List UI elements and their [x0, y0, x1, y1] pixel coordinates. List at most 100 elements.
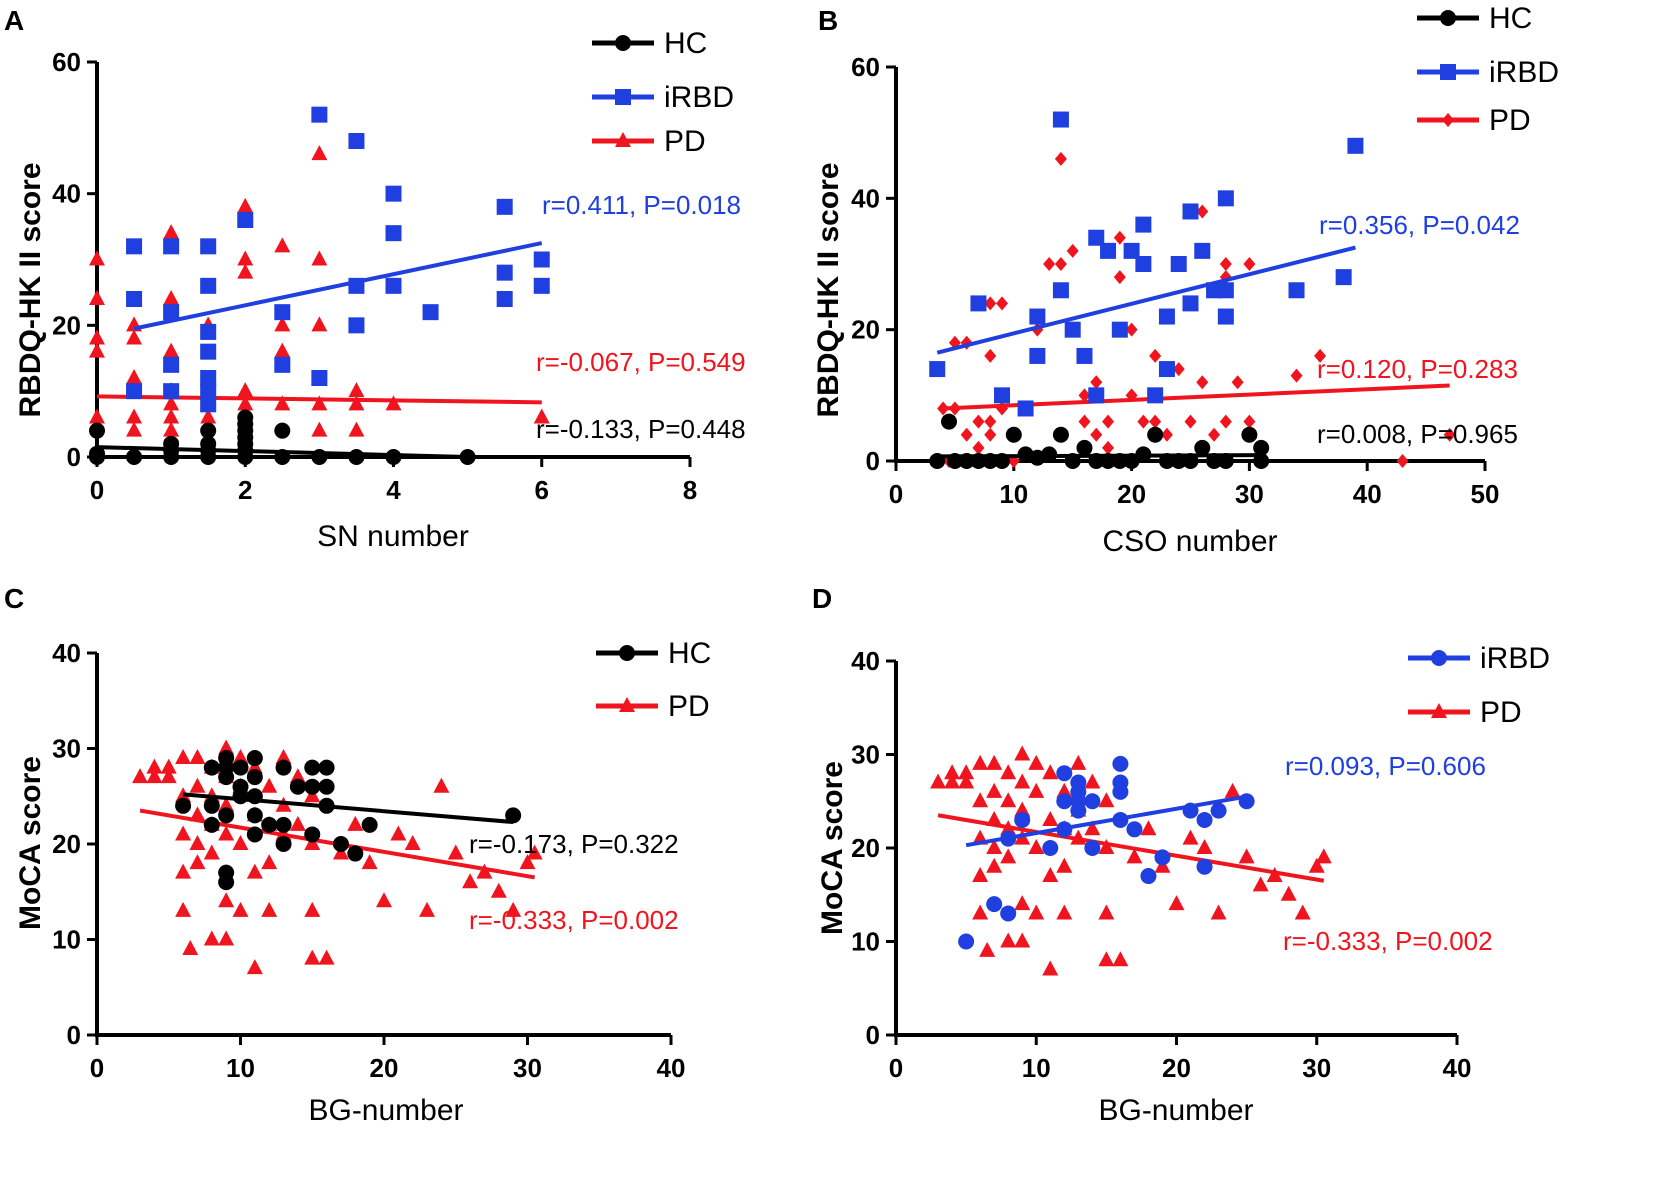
y-tick-label: 40 — [52, 638, 81, 668]
data-point-pd — [505, 901, 522, 917]
legend-label: iRBD — [1489, 56, 1559, 89]
legend-marker — [1442, 113, 1454, 127]
data-point-pd — [462, 873, 479, 889]
data-point-pd — [163, 342, 180, 358]
series-hc — [929, 413, 1270, 469]
data-point-pd — [261, 854, 278, 870]
legend-marker — [1440, 64, 1456, 80]
data-point-irbd — [1052, 111, 1069, 128]
data-point-pd — [419, 901, 436, 917]
data-point-irbd — [1147, 387, 1164, 404]
data-point-hc — [274, 422, 291, 439]
data-point-pd — [960, 427, 973, 442]
stat-annotation: r=-0.067, P=0.549 — [536, 347, 746, 377]
data-point-hc — [1005, 426, 1022, 443]
x-tick-label: 40 — [1353, 479, 1382, 509]
data-point-pd — [1172, 362, 1185, 377]
data-point-pd — [163, 290, 180, 305]
data-point-irbd — [1000, 905, 1017, 922]
data-point-pd — [526, 844, 543, 860]
data-point-irbd — [311, 370, 328, 386]
data-point-pd — [182, 940, 199, 956]
data-point-pd — [996, 296, 1009, 311]
data-point-irbd — [385, 277, 402, 294]
data-point-pd — [163, 408, 180, 424]
y-tick-label: 10 — [851, 927, 880, 957]
data-point-irbd — [1029, 308, 1046, 325]
data-point-irbd — [200, 323, 217, 340]
data-point-pd — [332, 844, 349, 860]
data-point-pd — [1314, 348, 1327, 363]
data-point-pd — [972, 904, 989, 920]
data-point-pd — [189, 777, 206, 793]
x-axis-title: SN number — [317, 520, 469, 553]
data-point-irbd — [1084, 793, 1101, 810]
data-point-pd — [944, 773, 961, 789]
panel-a: A 0 20 40 60 0 2 4 6 8 SN number RBDQ-HK II score HC… — [4, 5, 746, 553]
stat-annotation: r=0.093, P=0.606 — [1285, 751, 1486, 781]
stat-annotation: r=-0.333, P=0.002 — [469, 905, 679, 935]
data-point-pd — [1266, 867, 1283, 883]
series-pd — [89, 145, 550, 437]
data-point-pd — [175, 863, 192, 879]
data-point-pd — [1014, 745, 1031, 761]
x-tick-label: 0 — [90, 1053, 104, 1083]
data-point-irbd — [200, 383, 217, 400]
data-point-pd — [1028, 754, 1045, 770]
data-point-pd — [232, 835, 249, 850]
data-point-hc — [163, 449, 180, 465]
data-point-pd — [433, 777, 450, 793]
panel-letter: C — [4, 583, 24, 614]
data-point-pd — [289, 768, 306, 784]
data-point-pd — [237, 250, 254, 266]
series-irbd — [929, 111, 1364, 417]
panel-letter: A — [4, 5, 24, 36]
data-point-pd — [189, 854, 206, 870]
data-point-pd — [1098, 839, 1115, 854]
data-point-irbd — [1158, 308, 1175, 325]
data-point-irbd — [126, 291, 143, 307]
series-pd — [937, 151, 1456, 468]
legend-marker — [1431, 650, 1447, 666]
data-point-irbd — [1014, 811, 1031, 828]
data-point-pd — [1208, 427, 1221, 442]
data-point-pd — [347, 815, 364, 831]
data-point-pd — [447, 844, 464, 860]
data-point-pd — [519, 854, 536, 870]
data-point-pd — [972, 792, 989, 808]
data-point-pd — [261, 901, 278, 917]
series-pd — [132, 739, 543, 975]
fit-line-irbd — [133, 241, 543, 331]
data-point-pd — [1014, 932, 1031, 948]
data-point-pd — [1090, 427, 1103, 442]
data-point-pd — [361, 854, 378, 870]
legend-label: HC — [664, 27, 707, 60]
data-point-irbd — [496, 264, 513, 281]
x-tick-label: 10 — [226, 1053, 255, 1083]
x-tick-label: 30 — [513, 1053, 542, 1083]
data-point-irbd — [200, 370, 217, 386]
data-point-pd — [1126, 848, 1143, 864]
data-point-pd — [1014, 895, 1031, 911]
data-point-irbd — [163, 238, 180, 255]
panel-d: D 0 10 20 30 40 0 10 20 30 40 BG-number MoCA score iR… — [812, 583, 1550, 1127]
data-point-irbd — [1182, 203, 1199, 220]
data-point-pd — [126, 421, 143, 437]
y-axis-title: MoCA score — [816, 761, 849, 935]
data-point-pd — [261, 777, 278, 793]
x-tick-label: 0 — [90, 475, 104, 505]
data-point-pd — [1149, 348, 1162, 363]
data-point-pd — [1054, 257, 1067, 271]
data-point-irbd — [986, 896, 1003, 913]
data-point-pd — [1098, 792, 1115, 808]
data-point-irbd — [1210, 802, 1227, 819]
data-point-pd — [1070, 754, 1087, 770]
panel-letter: D — [812, 583, 832, 614]
data-point-irbd — [163, 383, 180, 400]
x-tick-label: 30 — [1235, 479, 1264, 509]
data-point-pd — [146, 758, 163, 774]
data-point-pd — [1149, 414, 1162, 429]
data-point-pd — [1028, 839, 1045, 854]
data-point-pd — [304, 835, 321, 850]
y-tick-label: 20 — [851, 315, 880, 345]
